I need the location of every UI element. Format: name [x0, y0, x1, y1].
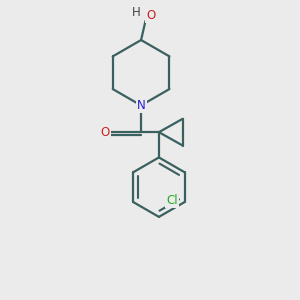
Text: N: N — [137, 99, 146, 112]
Text: H: H — [132, 6, 140, 19]
Text: O: O — [100, 126, 110, 139]
Text: Cl: Cl — [167, 194, 178, 207]
Text: O: O — [146, 9, 155, 22]
